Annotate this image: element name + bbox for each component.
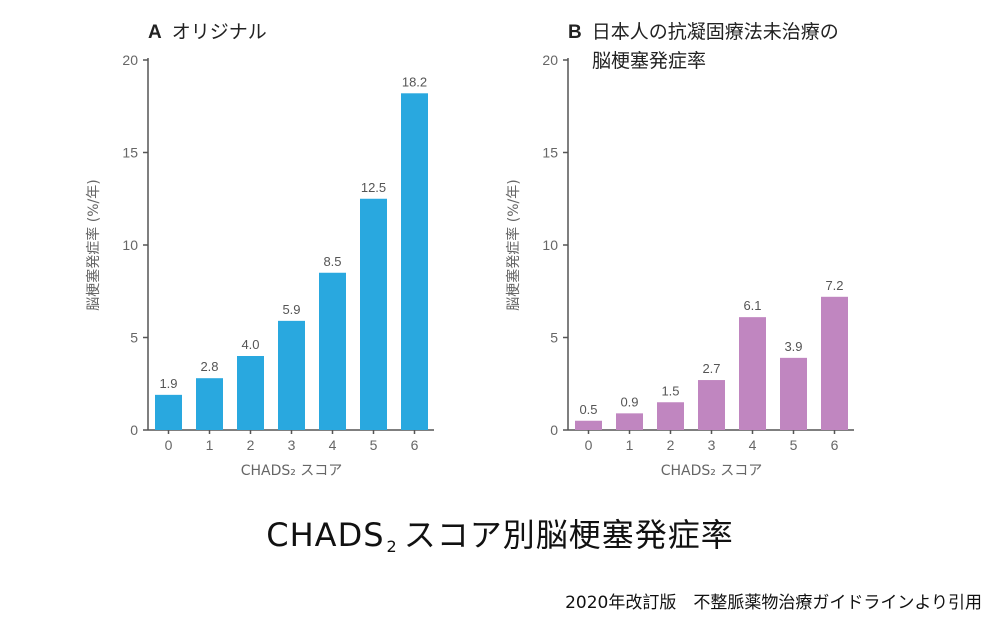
bar [319,272,346,430]
data-label: 0.9 [620,394,638,409]
panel-b-title: B 日本人の抗凝固療法未治療の 脳梗塞発症率 [568,18,839,75]
panel-a-title: A オリジナル [148,18,267,47]
x-tick-label: 5 [370,437,378,453]
bar [401,93,428,431]
y-axis-label: 脳梗塞発症率 (%/年) [505,179,522,310]
panel-a-title-line-1: オリジナル [171,21,267,43]
x-tick-label: 4 [749,437,757,453]
panel-b-title-line-1: 日本人の抗凝固療法未治療の [591,21,839,43]
panel-b-letter: B [568,22,582,43]
data-label: 1.5 [661,383,679,398]
x-tick-label: 2 [247,437,255,453]
x-tick-label: 2 [667,437,675,453]
data-label: 6.1 [743,298,761,313]
bar [155,394,182,430]
bar [739,317,766,430]
data-label: 4.0 [241,337,259,352]
bar [360,198,387,430]
data-label: 18.2 [402,74,427,89]
y-tick-label: 5 [130,330,138,346]
chart-b-svg: 0 5 10 15 20 0.5 0 0.9 1 1.5 2 2.7 3 6.1 4 3.9 5 7.2 6 CHAD… [505,52,854,479]
y-axis-label: 脳梗塞発症率 (%/年) [85,179,102,310]
main-title: CHADS 2 スコア別脳梗塞発症率 [0,510,1000,556]
chart-a-svg: 0 5 10 15 20 1.9 0 2.8 1 4.0 2 5.9 3 8.5 4 12.5 5 18.2 6 CH… [85,52,434,479]
chart-panel-a: A オリジナル 0 5 10 15 20 1.9 0 2.8 1 4.0 2 5.9 3 8.5 4 12.5 5… [0,0,500,500]
x-axis-label: CHADS₂ スコア [661,463,763,479]
data-label: 5.9 [282,302,300,317]
bar [780,357,807,430]
x-tick-label: 1 [206,437,214,453]
x-tick-label: 5 [790,437,798,453]
x-tick-label: 1 [626,437,634,453]
bar [698,380,725,430]
bar [657,402,684,430]
main-title-subscript: 2 [386,537,398,556]
bar [821,296,848,430]
data-label: 0.5 [579,402,597,417]
panel-b-title-line-2: 脳梗塞発症率 [592,50,707,72]
x-tick-label: 3 [288,437,296,453]
chart-panel-b: B 日本人の抗凝固療法未治療の 脳梗塞発症率 0 5 10 15 20 0.5 0 0.9 1 1.… [500,0,1000,500]
data-label: 7.2 [825,278,843,293]
x-axis-label: CHADS₂ スコア [241,463,343,479]
data-label: 8.5 [323,254,341,269]
x-tick-label: 0 [165,437,173,453]
data-label: 2.8 [200,359,218,374]
x-tick-label: 6 [831,437,839,453]
main-title-suffix: スコア別脳梗塞発症率 [403,516,734,554]
source-note: 2020年改訂版 不整脈薬物治療ガイドラインより引用 [565,593,982,613]
y-tick-label: 10 [122,237,138,253]
x-tick-label: 4 [329,437,337,453]
x-tick-label: 6 [411,437,419,453]
y-tick-label: 10 [542,237,558,253]
y-tick-label: 15 [122,145,138,161]
y-tick-label: 0 [130,422,138,438]
y-tick-label: 20 [122,52,138,68]
y-tick-label: 15 [542,145,558,161]
x-tick-label: 3 [708,437,716,453]
bar [196,378,223,430]
data-label: 3.9 [784,339,802,354]
data-label: 12.5 [361,180,386,195]
data-label: 1.9 [159,376,177,391]
main-title-prefix: CHADS [266,516,385,554]
bar [575,420,602,430]
bar [616,413,643,430]
x-tick-label: 0 [585,437,593,453]
bar [237,356,264,430]
y-tick-label: 0 [550,422,558,438]
bar [278,320,305,430]
y-tick-label: 5 [550,330,558,346]
data-label: 2.7 [702,361,720,376]
y-tick-label: 20 [542,52,558,68]
panel-a-letter: A [148,22,162,43]
